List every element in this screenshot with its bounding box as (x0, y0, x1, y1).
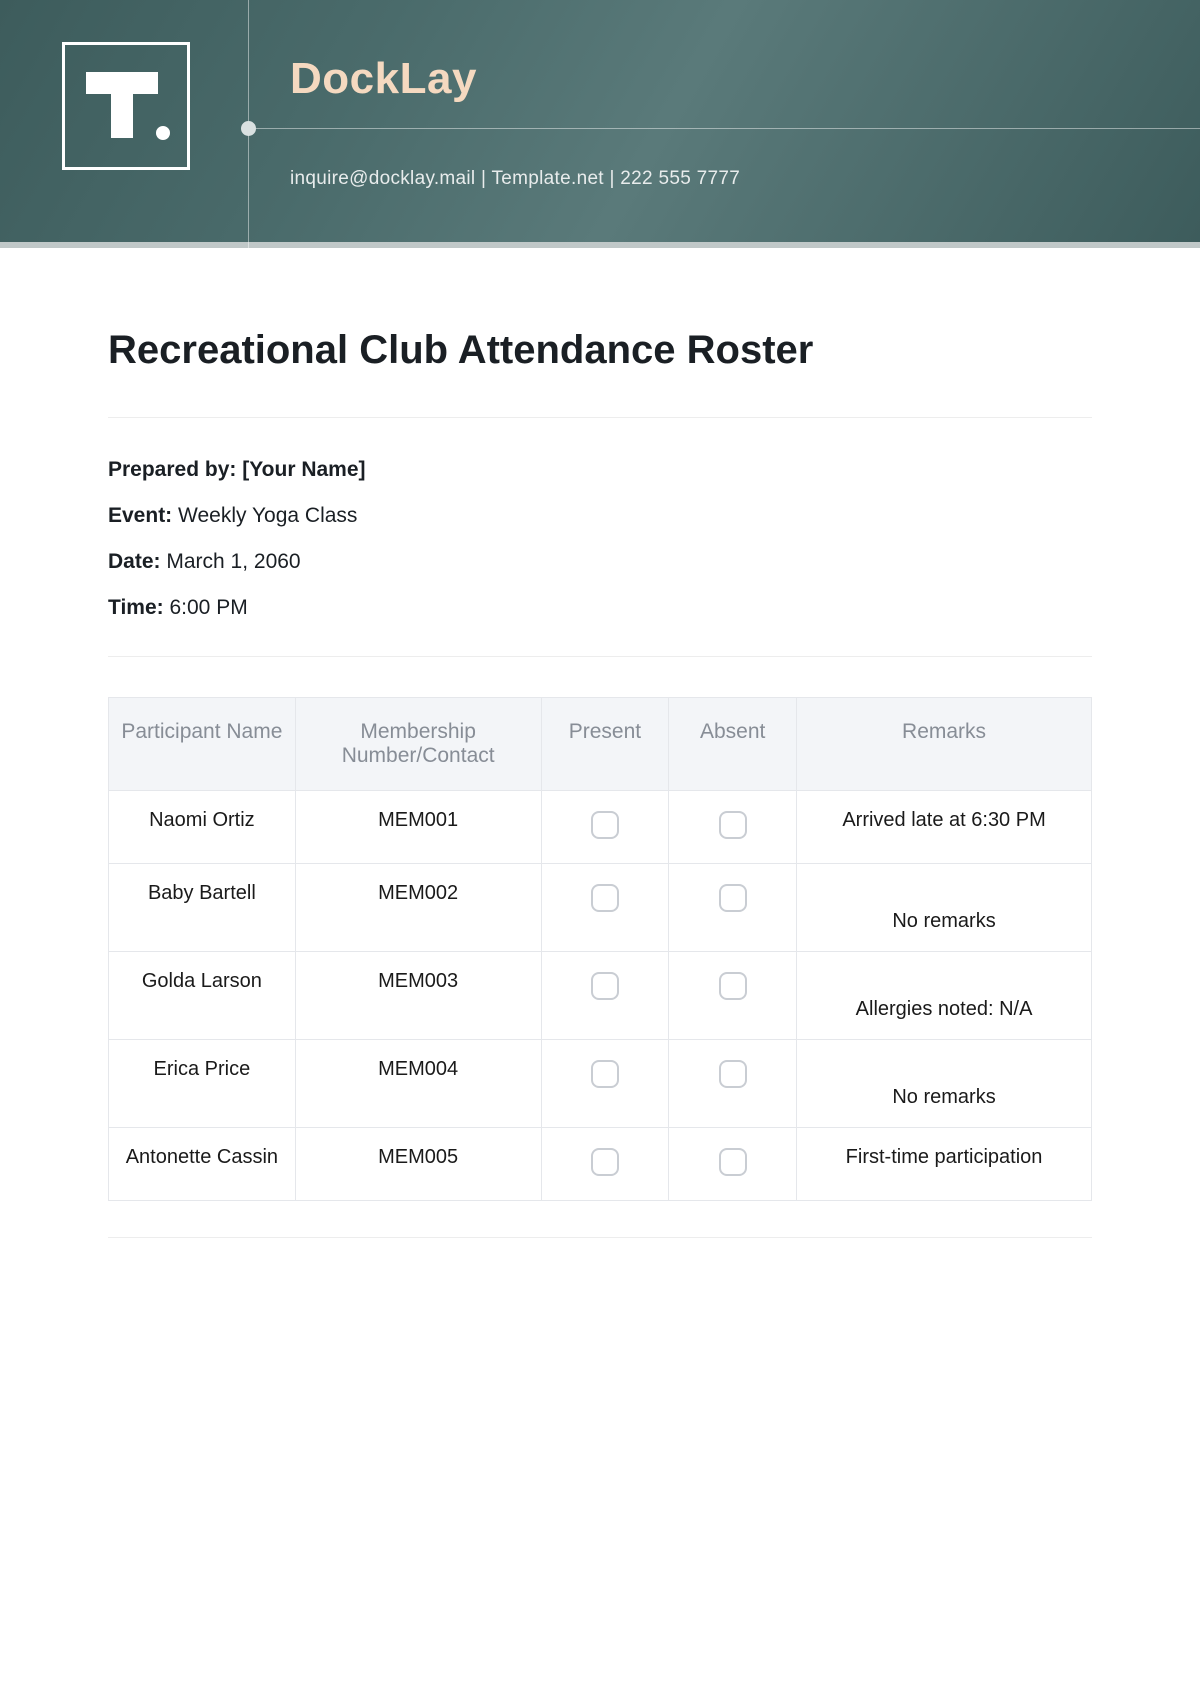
header-node-icon (241, 121, 256, 136)
cell-remarks: Allergies noted: N/A (797, 952, 1092, 1040)
logo-t-icon (86, 66, 166, 146)
cell-name: Erica Price (109, 1040, 296, 1128)
header-banner: DockLay inquire@docklay.mail | Template.… (0, 0, 1200, 248)
cell-absent (669, 791, 797, 864)
attendance-table: Participant Name Membership Number/Conta… (108, 697, 1092, 1201)
absent-checkbox[interactable] (719, 884, 747, 912)
divider (108, 1237, 1092, 1238)
date-label: Date: (108, 550, 161, 573)
divider (108, 656, 1092, 657)
prepared-value: [Your Name] (242, 458, 365, 481)
time-line: Time: 6:00 PM (108, 596, 1092, 620)
col-present: Present (541, 698, 669, 791)
table-header-row: Participant Name Membership Number/Conta… (109, 698, 1092, 791)
cell-remarks: Arrived late at 6:30 PM (797, 791, 1092, 864)
prepared-label: Prepared by: (108, 458, 236, 481)
date-value: March 1, 2060 (166, 550, 300, 573)
brand-name: DockLay (290, 54, 477, 104)
cell-present (541, 1128, 669, 1201)
event-line: Event: Weekly Yoga Class (108, 504, 1092, 528)
table-row: Erica PriceMEM004 No remarks (109, 1040, 1092, 1128)
contact-line: inquire@docklay.mail | Template.net | 22… (290, 168, 740, 190)
table-row: Antonette CassinMEM005 First-time partici… (109, 1128, 1092, 1201)
table-row: Baby BartellMEM002 No remarks (109, 864, 1092, 952)
present-checkbox[interactable] (591, 1148, 619, 1176)
divider (108, 417, 1092, 418)
cell-absent (669, 1128, 797, 1201)
page-title: Recreational Club Attendance Roster (108, 328, 1092, 373)
cell-member: MEM003 (295, 952, 541, 1040)
cell-member: MEM002 (295, 864, 541, 952)
present-checkbox[interactable] (591, 811, 619, 839)
meta-block: Prepared by: [Your Name] Event: Weekly Y… (108, 458, 1092, 620)
col-membership: Membership Number/Contact (295, 698, 541, 791)
cell-remarks: First-time participation (797, 1128, 1092, 1201)
cell-present (541, 952, 669, 1040)
event-value: Weekly Yoga Class (178, 504, 357, 527)
time-value: 6:00 PM (169, 596, 247, 619)
absent-checkbox[interactable] (719, 811, 747, 839)
cell-name: Baby Bartell (109, 864, 296, 952)
cell-name: Naomi Ortiz (109, 791, 296, 864)
cell-absent (669, 952, 797, 1040)
cell-member: MEM005 (295, 1128, 541, 1201)
col-remarks: Remarks (797, 698, 1092, 791)
logo-box (62, 42, 190, 170)
cell-name: Golda Larson (109, 952, 296, 1040)
table-row: Naomi OrtizMEM001 Arrived late at 6:30 PM (109, 791, 1092, 864)
cell-member: MEM004 (295, 1040, 541, 1128)
cell-remarks: No remarks (797, 864, 1092, 952)
date-line: Date: March 1, 2060 (108, 550, 1092, 574)
present-checkbox[interactable] (591, 1060, 619, 1088)
present-checkbox[interactable] (591, 972, 619, 1000)
document-body: Recreational Club Attendance Roster Prep… (0, 248, 1200, 1238)
col-participant: Participant Name (109, 698, 296, 791)
absent-checkbox[interactable] (719, 972, 747, 1000)
cell-remarks: No remarks (797, 1040, 1092, 1128)
cell-name: Antonette Cassin (109, 1128, 296, 1201)
cell-present (541, 864, 669, 952)
absent-checkbox[interactable] (719, 1148, 747, 1176)
present-checkbox[interactable] (591, 884, 619, 912)
table-row: Golda LarsonMEM003 Allergies noted: N/A (109, 952, 1092, 1040)
cell-absent (669, 864, 797, 952)
absent-checkbox[interactable] (719, 1060, 747, 1088)
col-absent: Absent (669, 698, 797, 791)
prepared-by-line: Prepared by: [Your Name] (108, 458, 1092, 482)
event-label: Event: (108, 504, 172, 527)
cell-absent (669, 1040, 797, 1128)
cell-member: MEM001 (295, 791, 541, 864)
cell-present (541, 1040, 669, 1128)
cell-present (541, 791, 669, 864)
time-label: Time: (108, 596, 164, 619)
header-horizontal-line (248, 128, 1200, 129)
